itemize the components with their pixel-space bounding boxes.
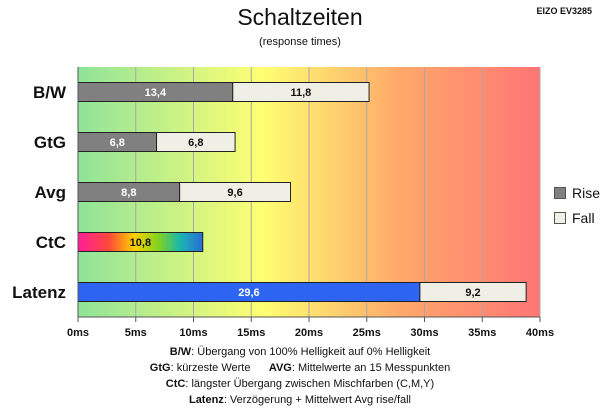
note-bw: B/W: Übergang von 100% Helligkeit auf 0%…: [169, 346, 431, 358]
bar-fall: [419, 282, 527, 302]
data-label: 8,8: [121, 187, 136, 199]
x-tick-label: 30ms: [410, 327, 438, 339]
legend-label-rise: Rise: [572, 184, 600, 201]
x-tick-label: 0ms: [67, 327, 89, 339]
category-label: CtC: [36, 233, 66, 252]
x-tick-label: 40ms: [526, 327, 554, 339]
x-tick-label: 15ms: [237, 327, 265, 339]
note-latenz: Latenz: Verzögerung + Mittelwert Avg ris…: [188, 394, 412, 406]
data-label: 6,8: [110, 137, 125, 149]
x-tick-label: 5ms: [125, 327, 147, 339]
category-label: B/W: [33, 83, 67, 102]
legend-item-fall: Fall: [554, 205, 600, 230]
legend-item-rise: Rise: [554, 180, 600, 205]
data-label: 9,2: [465, 287, 480, 299]
category-label: GtG: [34, 133, 66, 152]
bar-fall: [156, 132, 236, 152]
data-label: 29,6: [238, 287, 259, 299]
legend: Rise Fall: [554, 180, 600, 230]
note-ctc: CtC: längster Übergang zwischen Mischfar…: [165, 378, 435, 390]
x-tick-label: 35ms: [468, 327, 496, 339]
chart-subtitle: (response times): [259, 36, 341, 48]
data-label: 6,8: [188, 137, 203, 149]
monitor-model: EIZO EV3285: [536, 6, 592, 16]
chart-title: Schaltzeiten: [237, 4, 363, 30]
category-label: Latenz: [12, 283, 66, 302]
data-label: 9,6: [227, 187, 242, 199]
bar-fall: [179, 182, 292, 202]
data-label: 13,4: [145, 87, 167, 99]
legend-label-fall: Fall: [572, 209, 595, 226]
bar-fall: [232, 82, 370, 102]
data-label: 11,8: [291, 87, 312, 99]
data-label: 10,8: [130, 237, 151, 249]
x-tick-label: 25ms: [353, 327, 381, 339]
category-label: Avg: [35, 183, 67, 202]
x-tick-label: 10ms: [179, 327, 207, 339]
legend-swatch-fall: [554, 211, 566, 224]
legend-swatch-rise: [554, 186, 566, 199]
x-tick-label: 20ms: [295, 327, 323, 339]
notes: B/W: Übergang von 100% Helligkeit auf 0%…: [0, 344, 600, 408]
note-gtg-avg: GtG: kürzeste Werte AVG: Mittelwerte an …: [149, 362, 451, 374]
